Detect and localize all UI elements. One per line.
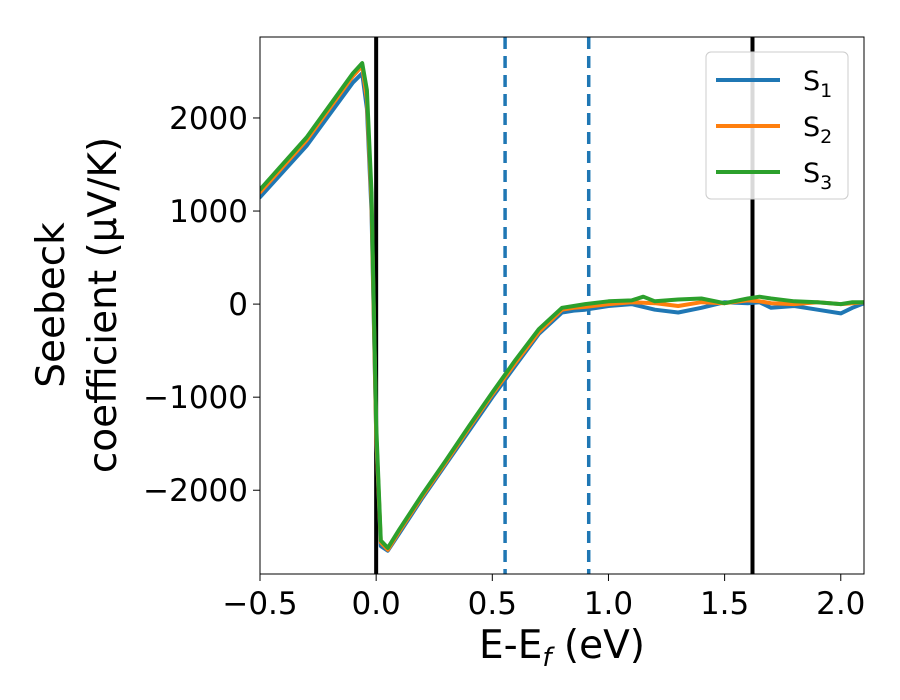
y-axis-label-line2: coefficient (μV/K) bbox=[81, 137, 126, 473]
y-tick-label: 2000 bbox=[169, 101, 248, 137]
x-tick-label: 2.0 bbox=[816, 586, 865, 622]
x-axis-ticks: −0.5 0.0 0.5 1.0 1.5 2.0 bbox=[222, 574, 865, 622]
y-axis-label-line1: Seebeck bbox=[29, 222, 74, 388]
y-tick-label: 0 bbox=[228, 287, 248, 323]
legend-label-2: S2 bbox=[803, 112, 832, 148]
y-tick-label: −2000 bbox=[143, 473, 248, 509]
y-axis-label: Seebeck coefficient (μV/K) bbox=[29, 137, 126, 473]
plot-frame bbox=[259, 36, 865, 575]
y-tick-label: −1000 bbox=[143, 380, 248, 416]
legend: S1 S2 S3 bbox=[705, 51, 849, 200]
x-tick-label: 0.0 bbox=[351, 586, 400, 622]
x-axis-label: E-Ef (eV) bbox=[479, 623, 645, 673]
y-axis-ticks: −2000 −1000 0 1000 2000 bbox=[143, 101, 260, 509]
legend-label-1: S1 bbox=[803, 66, 832, 102]
y-tick-label: 1000 bbox=[169, 194, 248, 230]
x-tick-label: −0.5 bbox=[222, 586, 297, 622]
series-layer bbox=[260, 61, 864, 553]
x-tick-label: 0.5 bbox=[468, 586, 517, 622]
legend-label-3: S3 bbox=[803, 158, 832, 194]
x-tick-label: 1.5 bbox=[700, 586, 749, 622]
x-tick-label: 1.0 bbox=[584, 586, 633, 622]
series-line-3 bbox=[260, 61, 864, 550]
